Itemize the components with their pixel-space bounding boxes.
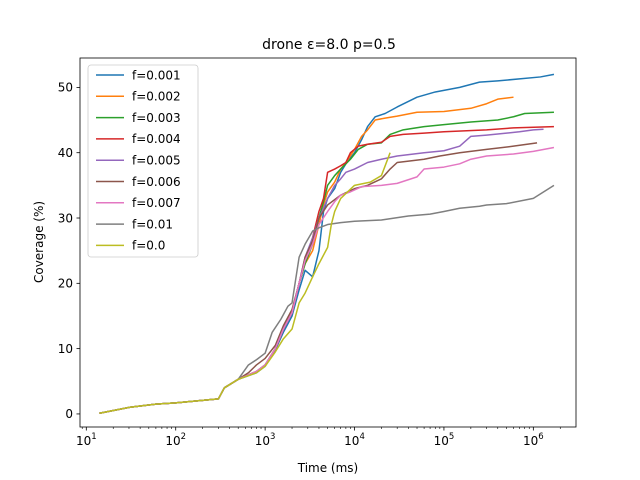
y-tick-label: 40 [58, 146, 73, 160]
x-tick-label: 104 [344, 432, 365, 448]
x-tick-label: 103 [255, 432, 276, 448]
legend-entry: f=0.005 [132, 154, 181, 168]
x-tick-label: 106 [523, 432, 544, 448]
x-tick-label: 102 [165, 432, 186, 448]
series-line-8 [99, 152, 391, 415]
legend-box [87, 64, 199, 258]
plot-lines [99, 73, 555, 415]
legend-entry: f=0.0 [132, 239, 165, 253]
chart-title: drone ε=8.0 p=0.5 [262, 37, 396, 53]
legend-entry: f=0.001 [132, 68, 181, 82]
x-axis-label: Time (ms) [297, 461, 359, 475]
legend-entry: f=0.01 [132, 217, 173, 231]
y-tick-label: 0 [65, 407, 73, 421]
plot-frame [79, 57, 577, 428]
legend-entry: f=0.006 [132, 175, 181, 189]
y-tick-label: 20 [58, 277, 73, 291]
legend-entry: f=0.004 [132, 132, 181, 146]
x-axis-ticks: 101 102 103 104 105 106 [76, 427, 561, 448]
legend-entry: f=0.007 [132, 196, 181, 210]
y-tick-label: 50 [58, 81, 73, 95]
x-tick-label: 101 [76, 432, 97, 448]
y-tick-label: 30 [58, 211, 73, 225]
x-tick-label: 105 [434, 432, 455, 448]
y-axis-label: Coverage (%) [32, 201, 46, 283]
legend-entry: f=0.002 [132, 90, 181, 104]
y-axis-ticks: 0 10 20 30 40 50 [58, 81, 80, 421]
legend: f=0.001 f=0.002 f=0.003 f=0.004 f=0.005 f=0.0… [87, 64, 199, 258]
y-tick-label: 10 [58, 342, 73, 356]
legend-entry: f=0.003 [132, 111, 181, 125]
